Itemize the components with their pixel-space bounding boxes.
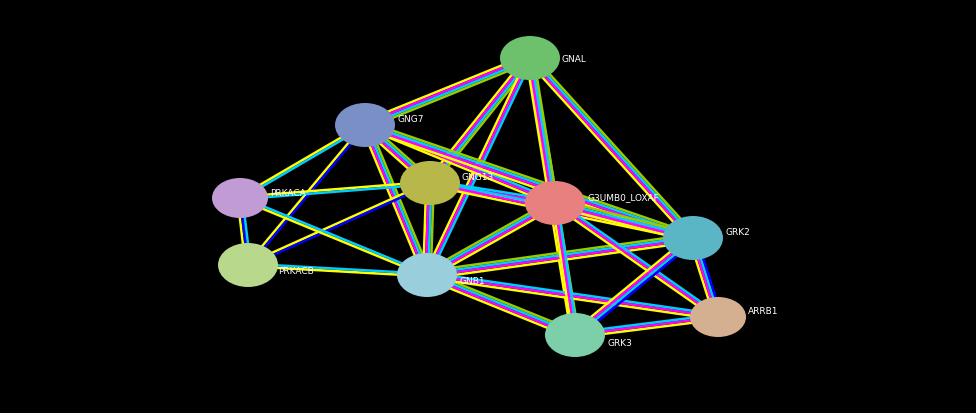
Ellipse shape: [500, 37, 560, 81]
Text: GRK3: GRK3: [607, 339, 631, 348]
Text: PRKACB: PRKACB: [278, 267, 313, 276]
Text: G3UMB0_LOXAF: G3UMB0_LOXAF: [587, 193, 659, 202]
Text: ARRB1: ARRB1: [748, 307, 779, 316]
Ellipse shape: [212, 178, 268, 218]
Text: GNG7: GNG7: [397, 115, 424, 124]
Ellipse shape: [397, 254, 457, 297]
Text: GRK2: GRK2: [725, 228, 750, 237]
Ellipse shape: [400, 161, 460, 206]
Ellipse shape: [525, 182, 585, 225]
Text: PRKACA: PRKACA: [270, 188, 305, 197]
Text: GNG13: GNG13: [462, 173, 494, 182]
Text: GNB1: GNB1: [459, 277, 485, 286]
Text: GNAL: GNAL: [562, 55, 587, 63]
Ellipse shape: [663, 216, 723, 260]
Ellipse shape: [335, 104, 395, 147]
Ellipse shape: [218, 243, 278, 287]
Ellipse shape: [690, 297, 746, 337]
Ellipse shape: [545, 313, 605, 357]
